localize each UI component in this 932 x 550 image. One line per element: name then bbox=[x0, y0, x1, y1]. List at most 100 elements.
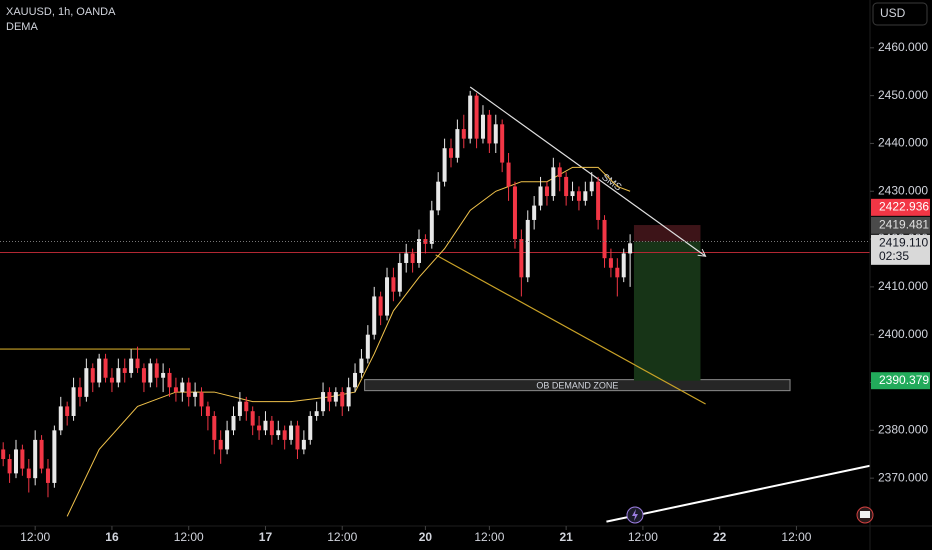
demand-zone bbox=[364, 379, 791, 392]
arrow-head bbox=[697, 248, 707, 257]
zone-label: OB DEMAND ZONE bbox=[536, 381, 618, 391]
candle-body bbox=[608, 258, 613, 268]
candle-body bbox=[269, 420, 274, 436]
candle-body bbox=[103, 358, 108, 378]
candle-body bbox=[301, 439, 306, 450]
icon-bolt[interactable] bbox=[632, 509, 638, 521]
x-tick-label: 12:00 bbox=[20, 530, 50, 544]
candle-body bbox=[506, 162, 511, 187]
currency-button[interactable] bbox=[872, 2, 928, 26]
candle-body bbox=[385, 277, 390, 316]
candle-body bbox=[436, 181, 441, 211]
candle-body bbox=[346, 387, 351, 407]
candle-body bbox=[276, 430, 281, 436]
y-tick-label: 2440.000 bbox=[878, 136, 928, 150]
trend-line bbox=[469, 86, 706, 257]
candle-body bbox=[289, 425, 294, 440]
candle-body bbox=[7, 459, 12, 474]
candle-body bbox=[225, 430, 230, 450]
candle-body bbox=[525, 219, 530, 278]
candle-body bbox=[628, 243, 633, 254]
candle-body bbox=[576, 191, 581, 201]
candle-body bbox=[417, 239, 422, 263]
candle-body bbox=[596, 181, 601, 220]
candle-body bbox=[455, 129, 460, 158]
x-tick-label: 12:00 bbox=[628, 530, 658, 544]
price-label-box bbox=[871, 234, 930, 265]
candle-body bbox=[39, 439, 44, 469]
trend-line bbox=[606, 464, 871, 523]
target-zone bbox=[633, 241, 701, 381]
candle-body bbox=[468, 95, 473, 139]
candle-body bbox=[372, 296, 377, 335]
x-tick-label: 20 bbox=[419, 530, 433, 544]
currency-label[interactable]: USD bbox=[880, 6, 906, 20]
candle-body bbox=[621, 253, 626, 278]
candle-body bbox=[97, 358, 102, 383]
candle-body bbox=[77, 387, 82, 397]
candle-body bbox=[353, 372, 358, 388]
candle-body bbox=[186, 382, 191, 397]
y-tick-label: 2380.000 bbox=[878, 422, 928, 436]
candle-body bbox=[359, 358, 364, 373]
x-tick-label: 17 bbox=[259, 530, 273, 544]
candle-body bbox=[378, 296, 383, 316]
y-tick-label: 2400.000 bbox=[878, 327, 928, 341]
candle-body bbox=[340, 392, 345, 407]
y-tick-label: 2450.000 bbox=[878, 88, 928, 102]
candle-body bbox=[1, 449, 6, 460]
candle-body bbox=[615, 267, 620, 278]
candle-body bbox=[538, 186, 543, 206]
x-tick-label: 12:00 bbox=[781, 530, 811, 544]
icon-flag[interactable] bbox=[860, 511, 870, 518]
chart-title: XAUUSD, 1h, OANDA bbox=[6, 6, 116, 18]
candle-body bbox=[154, 363, 159, 378]
candle-body bbox=[493, 124, 498, 144]
price-label: 2422.936 bbox=[879, 199, 929, 213]
y-tick-label: 2370.000 bbox=[878, 470, 928, 484]
candle-body bbox=[321, 392, 326, 412]
candle-body bbox=[519, 239, 524, 278]
candle-body bbox=[295, 425, 300, 450]
candle-body bbox=[391, 277, 396, 292]
candle-body bbox=[129, 358, 134, 373]
candle-body bbox=[282, 430, 287, 440]
candle-body bbox=[410, 253, 415, 263]
candle-body bbox=[244, 401, 249, 412]
x-tick-label: 22 bbox=[713, 530, 727, 544]
indicator-label: DEMA bbox=[6, 21, 38, 33]
candle-body bbox=[109, 377, 114, 383]
candle-body bbox=[193, 392, 198, 397]
y-tick-label: 2410.000 bbox=[878, 279, 928, 293]
candle-body bbox=[474, 95, 479, 139]
candle-body bbox=[84, 368, 89, 397]
candle-body bbox=[557, 167, 562, 177]
candle-body bbox=[71, 387, 76, 416]
candle-body bbox=[308, 415, 313, 440]
price-label: 2390.379 bbox=[879, 373, 929, 387]
candle-body bbox=[442, 148, 447, 182]
candle-body bbox=[583, 191, 588, 201]
candle-body bbox=[218, 439, 223, 450]
alert-icon[interactable] bbox=[626, 506, 644, 524]
price-label-box bbox=[871, 198, 930, 216]
candle-body bbox=[448, 148, 453, 158]
flag-icon[interactable] bbox=[856, 506, 874, 524]
candle-body bbox=[365, 334, 370, 359]
candle-body bbox=[423, 239, 428, 244]
price-label-box bbox=[871, 372, 930, 390]
candle-body bbox=[122, 368, 127, 373]
y-tick-label: 2430.000 bbox=[878, 183, 928, 197]
candle-body bbox=[461, 129, 466, 139]
countdown-label: 02:35 bbox=[879, 249, 909, 263]
x-tick-label: 12:00 bbox=[474, 530, 504, 544]
candle-body bbox=[167, 372, 172, 388]
candle-body bbox=[65, 406, 70, 416]
x-tick-label: 12:00 bbox=[327, 530, 357, 544]
candle-body bbox=[250, 411, 255, 426]
candle-body bbox=[237, 401, 242, 416]
x-tick-label: 12:00 bbox=[174, 530, 204, 544]
y-tick-label: 2460.000 bbox=[878, 40, 928, 54]
